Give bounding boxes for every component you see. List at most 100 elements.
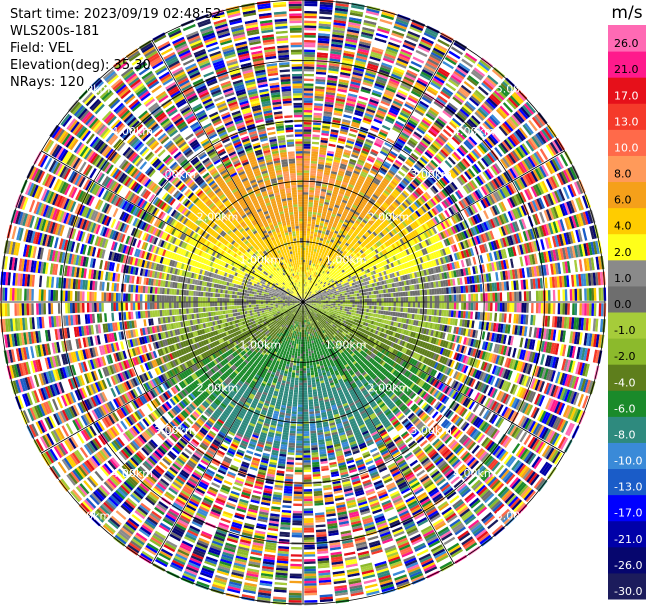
range-gate	[376, 76, 388, 82]
range-gate	[334, 12, 348, 17]
range-gate	[304, 279, 306, 282]
range-gate	[305, 281, 307, 285]
range-gate	[340, 163, 347, 168]
range-gate	[403, 297, 406, 302]
range-gate	[555, 303, 558, 315]
range-gate	[314, 258, 317, 262]
range-gate	[341, 158, 349, 163]
range-gate	[318, 300, 322, 302]
range-gate	[303, 288, 305, 292]
range-gate	[584, 288, 587, 301]
range-gate	[354, 307, 357, 311]
range-gate	[382, 59, 394, 66]
range-gate	[324, 201, 330, 205]
range-gate	[567, 289, 570, 301]
range-gate	[342, 116, 352, 121]
range-gate	[325, 216, 330, 221]
range-gate	[436, 309, 440, 316]
range-gate	[309, 185, 315, 188]
range-gate	[324, 219, 330, 223]
range-gate	[398, 302, 401, 307]
range-gate	[305, 247, 309, 251]
range-gate	[355, 107, 365, 113]
range-gate	[339, 74, 350, 79]
range-gate	[380, 310, 384, 315]
range-gate	[321, 299, 324, 301]
range-gate	[434, 288, 437, 295]
range-gate	[325, 162, 332, 166]
range-gate	[303, 165, 310, 169]
range-gate	[319, 6, 333, 10]
range-gate	[308, 197, 314, 200]
range-gate	[304, 271, 306, 275]
range-gate	[311, 260, 314, 264]
range-gate	[451, 294, 454, 302]
range-gate	[310, 275, 313, 279]
range-gate	[309, 275, 312, 278]
range-gate	[320, 218, 325, 222]
range-gate	[335, 102, 345, 107]
range-gate	[321, 130, 330, 134]
range-gate	[386, 297, 389, 302]
range-gate	[314, 248, 317, 252]
range-gate	[354, 142, 363, 148]
range-gate	[398, 307, 401, 312]
range-gate	[323, 238, 327, 243]
range-gate	[357, 305, 360, 308]
range-gate	[312, 214, 317, 218]
range-gate	[307, 221, 312, 224]
range-gate	[344, 45, 356, 51]
range-gate	[356, 290, 359, 294]
range-gate	[349, 158, 357, 164]
range-gate	[313, 300, 317, 302]
range-gate	[531, 290, 534, 301]
range-gate	[304, 66, 315, 70]
range-gate	[358, 43, 371, 49]
range-gate	[349, 83, 360, 89]
range-gate	[589, 288, 592, 301]
range-gate	[328, 141, 337, 145]
range-gate	[329, 138, 337, 143]
range-gate	[318, 203, 324, 207]
range-gate	[314, 192, 320, 196]
range-gate	[371, 302, 375, 306]
range-gate	[320, 139, 328, 144]
range-gate	[465, 285, 469, 293]
range-gate	[317, 212, 322, 216]
range-gate	[303, 291, 305, 294]
range-gate	[315, 261, 318, 265]
range-gate	[359, 38, 372, 44]
range-gate	[339, 188, 346, 193]
range-gate	[318, 154, 326, 158]
range-gate	[376, 306, 379, 310]
range-gate	[348, 19, 362, 25]
range-gate	[313, 199, 319, 203]
range-gate	[355, 60, 366, 65]
range-gate	[316, 259, 319, 263]
range-gate	[330, 173, 337, 177]
range-gate	[357, 100, 367, 106]
range-gate	[364, 302, 367, 306]
range-gate	[304, 27, 317, 31]
range-gate	[376, 30, 389, 37]
range-gate	[386, 46, 399, 53]
range-gate	[598, 287, 602, 301]
range-gate	[371, 49, 383, 55]
range-gate	[315, 83, 325, 87]
range-gate	[308, 265, 311, 268]
range-gate	[359, 299, 363, 302]
range-gate	[316, 249, 320, 253]
range-gate	[405, 291, 408, 297]
range-gate	[511, 302, 515, 313]
range-gate	[327, 148, 335, 152]
range-gate	[319, 1, 334, 6]
range-gate	[371, 46, 384, 53]
range-gate	[320, 193, 326, 197]
range-gate	[456, 294, 459, 302]
range-gate	[383, 293, 387, 298]
range-gate	[328, 65, 340, 70]
range-gate	[362, 119, 371, 125]
range-gate	[431, 288, 435, 295]
range-gate	[303, 230, 307, 234]
range-gate	[480, 302, 483, 311]
